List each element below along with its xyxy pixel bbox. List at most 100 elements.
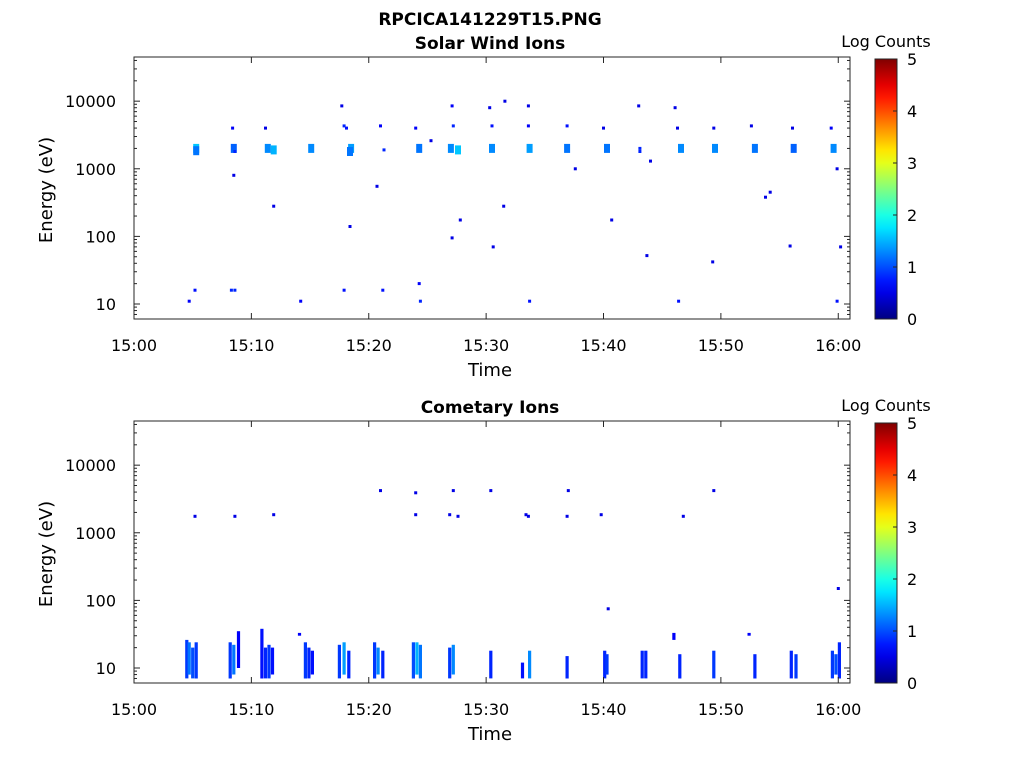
- heatmap-cell: [416, 143, 423, 153]
- heatmap-cell: [673, 106, 677, 110]
- heatmap-cell: [489, 143, 495, 153]
- plot-frame: [133, 420, 851, 684]
- colorbar-tick-label: 2: [907, 206, 917, 225]
- heatmap-cell: [231, 126, 235, 130]
- heatmap-cell: [638, 146, 642, 150]
- heatmap-column: [448, 647, 452, 679]
- solar-wind-title: Solar Wind Ions: [415, 34, 566, 54]
- heatmap-cell: [788, 244, 792, 248]
- heatmap-cell: [790, 143, 797, 153]
- heatmap-cell: [566, 489, 570, 493]
- heatmap-cell: [606, 607, 610, 611]
- heatmap-cell: [264, 143, 271, 153]
- heatmap-cell: [573, 167, 577, 171]
- heatmap-cell: [270, 145, 277, 155]
- heatmap-cell: [264, 126, 267, 130]
- heatmap-cell: [610, 218, 614, 222]
- heatmap-column: [830, 650, 834, 679]
- heatmap-column: [565, 656, 569, 679]
- colorbar-tick-label: 2: [907, 570, 917, 589]
- heatmap-cell: [489, 489, 493, 493]
- x-tick-label: 15:40: [580, 336, 626, 355]
- y-tick-label: 10000: [65, 456, 116, 475]
- y-tick-label: 100: [85, 227, 116, 246]
- heatmap-cell: [711, 260, 715, 264]
- cometary-title: Cometary Ions: [421, 398, 560, 418]
- heatmap-cell: [829, 126, 833, 130]
- heatmap-cell: [839, 245, 843, 249]
- heatmap-cell: [503, 99, 507, 103]
- x-tick-label: 16:00: [815, 336, 861, 355]
- heatmap-cell: [451, 489, 455, 493]
- heatmap-column: [373, 642, 377, 679]
- heatmap-column: [678, 654, 682, 679]
- heatmap-column: [415, 642, 419, 675]
- heatmap-cell: [602, 126, 605, 130]
- heatmap-column: [337, 644, 341, 679]
- heatmap-column: [194, 642, 198, 679]
- heatmap-cell: [677, 299, 681, 303]
- heatmap-cell: [448, 513, 452, 517]
- heatmap-cell: [233, 514, 237, 518]
- heatmap-cell: [565, 514, 569, 518]
- heatmap-cell: [379, 489, 382, 493]
- colorbar-tick-label: 4: [907, 466, 917, 485]
- colorbar: [874, 58, 898, 320]
- heatmap-cell: [681, 514, 685, 518]
- plot-frame: [133, 56, 851, 320]
- colorbar: [874, 422, 898, 684]
- x-tick-label: 15:30: [463, 336, 509, 355]
- heatmap-column: [789, 650, 793, 679]
- heatmap-cell: [604, 143, 610, 153]
- heatmap-cell: [637, 104, 641, 108]
- heatmap-cell: [233, 150, 237, 153]
- heatmap-cell: [417, 282, 421, 286]
- heatmap-cell: [414, 126, 418, 130]
- cometary-colorbar-label: Log Counts: [841, 396, 931, 415]
- x-tick-label: 16:00: [815, 700, 861, 719]
- heatmap-column: [267, 644, 271, 679]
- solar-wind-plot-area: [187, 99, 843, 303]
- heatmap-column: [376, 647, 380, 675]
- heatmap-cell: [649, 159, 652, 163]
- heatmap-cell: [645, 254, 649, 258]
- heatmap-cell: [712, 126, 716, 130]
- y-tick-label: 10000: [65, 92, 116, 111]
- cometary-xlabel: Time: [467, 724, 512, 745]
- heatmap-column: [342, 642, 346, 675]
- x-tick-label: 15:50: [698, 700, 744, 719]
- heatmap-column: [834, 654, 838, 675]
- heatmap-cell: [375, 184, 379, 188]
- heatmap-cell: [345, 126, 348, 130]
- heatmap-column: [489, 650, 493, 679]
- heatmap-column: [303, 642, 307, 679]
- heatmap-cell: [565, 124, 569, 128]
- heatmap-cell: [193, 514, 197, 518]
- heatmap-column: [263, 647, 268, 679]
- solar-wind-xlabel: Time: [467, 360, 512, 381]
- heatmap-column: [712, 650, 716, 679]
- heatmap-column: [837, 642, 841, 679]
- heatmap-cell: [382, 148, 386, 152]
- heatmap-cell: [836, 587, 840, 590]
- heatmap-cell: [455, 145, 461, 155]
- x-tick-label: 15:50: [698, 336, 744, 355]
- heatmap-column: [418, 644, 422, 679]
- cometary-ions-panel: Cometary Ions Time Energy (eV) Log Count…: [36, 396, 931, 745]
- heatmap-cell: [272, 204, 276, 208]
- cometary-plot-area: [185, 489, 841, 679]
- heatmap-cell: [526, 514, 530, 518]
- y-tick-label: 1000: [75, 160, 116, 179]
- colorbar-tick-label: 1: [907, 258, 917, 277]
- heatmap-cell: [193, 288, 197, 292]
- y-tick-label: 1000: [75, 524, 116, 543]
- x-tick-label: 15:00: [111, 336, 157, 355]
- x-tick-label: 15:10: [228, 700, 274, 719]
- heatmap-cell: [526, 143, 533, 153]
- heatmap-column: [520, 662, 525, 679]
- heatmap-column: [672, 632, 676, 640]
- heatmap-cell: [348, 225, 352, 228]
- solar-wind-ions-panel: Solar Wind Ions Time Energy (eV) Log Cou…: [36, 32, 931, 381]
- colorbar-tick-label: 3: [907, 518, 917, 537]
